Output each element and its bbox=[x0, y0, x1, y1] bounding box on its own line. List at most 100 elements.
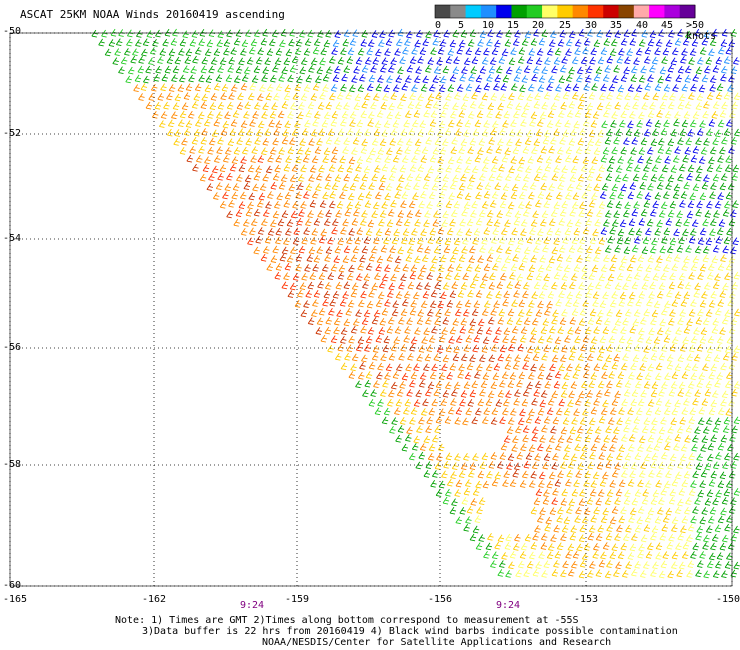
wind-barb bbox=[490, 452, 498, 460]
wind-barb bbox=[448, 119, 455, 128]
wind-barb bbox=[553, 237, 560, 246]
wind-barb bbox=[699, 299, 707, 308]
wind-barb bbox=[590, 336, 598, 344]
wind-barb bbox=[646, 298, 653, 307]
wind-barb bbox=[482, 480, 490, 489]
wind-barb bbox=[533, 65, 540, 74]
wind-barb bbox=[452, 246, 459, 255]
wind-barb bbox=[518, 156, 525, 165]
wind-barb bbox=[213, 48, 221, 57]
wind-barb bbox=[628, 291, 636, 300]
wind-barb bbox=[179, 74, 186, 83]
wind-barb bbox=[730, 209, 737, 218]
wind-barb bbox=[479, 173, 486, 181]
wind-barb bbox=[161, 73, 168, 82]
wind-barb bbox=[647, 363, 654, 372]
wind-barb bbox=[553, 57, 561, 65]
wind-barb bbox=[368, 253, 376, 262]
wind-barb bbox=[257, 227, 265, 235]
legend-swatch bbox=[649, 5, 665, 18]
wind-barb bbox=[715, 489, 722, 498]
wind-barb bbox=[304, 147, 312, 156]
wind-barb bbox=[623, 102, 631, 110]
wind-barb bbox=[414, 39, 421, 48]
wind-barb bbox=[605, 210, 612, 218]
wind-barb bbox=[475, 290, 483, 298]
wind-barb bbox=[198, 38, 205, 47]
wind-barb bbox=[677, 65, 685, 74]
wind-barb bbox=[364, 200, 372, 208]
legend-swatch bbox=[679, 5, 696, 18]
wind-barb bbox=[445, 344, 453, 353]
wind-barb bbox=[429, 154, 437, 163]
wind-barb bbox=[302, 155, 310, 163]
wind-barb bbox=[669, 343, 677, 352]
wind-barb bbox=[616, 236, 624, 245]
lon-label-159: -159 bbox=[284, 594, 310, 605]
wind-barb bbox=[217, 30, 224, 39]
wind-barb bbox=[641, 496, 649, 505]
wind-barb bbox=[574, 363, 582, 372]
wind-barb bbox=[537, 264, 545, 273]
wind-barb bbox=[700, 327, 708, 336]
wind-barb bbox=[658, 352, 666, 361]
wind-barb bbox=[383, 335, 391, 344]
wind-barb bbox=[421, 146, 429, 155]
wind-barb bbox=[330, 263, 338, 272]
wind-barb bbox=[379, 174, 387, 183]
wind-barb bbox=[287, 146, 295, 155]
wind-barb bbox=[477, 39, 484, 47]
wind-barb bbox=[450, 146, 457, 155]
wind-barb bbox=[464, 479, 472, 487]
wind-barb bbox=[583, 363, 591, 371]
wind-barb bbox=[427, 452, 435, 461]
wind-barb bbox=[271, 29, 279, 38]
wind-barb bbox=[433, 353, 440, 362]
wind-barb bbox=[249, 119, 256, 127]
wind-barb bbox=[361, 173, 369, 182]
wind-barb bbox=[230, 119, 238, 127]
wind-barb bbox=[409, 379, 416, 388]
wind-barb bbox=[168, 84, 176, 92]
wind-barb bbox=[346, 344, 354, 353]
wind-barb bbox=[281, 136, 289, 145]
wind-barb bbox=[640, 389, 647, 398]
wind-barb bbox=[233, 37, 241, 46]
wind-barb bbox=[608, 335, 616, 344]
wind-barb bbox=[452, 174, 459, 183]
wind-barb bbox=[584, 399, 591, 407]
wind-barb bbox=[274, 201, 281, 209]
wind-barb bbox=[665, 435, 672, 444]
lat-label-58: -58 bbox=[3, 459, 22, 470]
wind-barb bbox=[353, 208, 360, 217]
wind-barb bbox=[199, 173, 207, 182]
wind-barb bbox=[530, 219, 538, 227]
wind-barb bbox=[712, 65, 720, 73]
wind-barb bbox=[481, 201, 489, 209]
wind-barb bbox=[445, 56, 453, 64]
wind-barb bbox=[576, 245, 584, 253]
wind-barb bbox=[449, 181, 457, 190]
wind-barb bbox=[689, 192, 696, 201]
wind-barb bbox=[705, 309, 713, 317]
wind-barb bbox=[664, 327, 672, 335]
wind-barb bbox=[325, 173, 332, 182]
wind-barb bbox=[251, 75, 259, 83]
wind-barb bbox=[310, 236, 317, 245]
wind-barb bbox=[440, 291, 447, 300]
wind-barb bbox=[474, 264, 482, 272]
wind-barb bbox=[573, 479, 580, 488]
wind-barb bbox=[386, 219, 394, 228]
wind-barb bbox=[676, 569, 683, 578]
wind-barb bbox=[472, 525, 480, 534]
wind-barb bbox=[220, 92, 227, 101]
wind-barb bbox=[526, 560, 534, 569]
wind-barb bbox=[502, 298, 509, 307]
wind-barb bbox=[444, 416, 452, 424]
wind-barb bbox=[296, 75, 303, 84]
wind-barb bbox=[666, 289, 673, 298]
wind-barb bbox=[468, 73, 475, 82]
wind-barb bbox=[420, 155, 427, 163]
wind-barb bbox=[541, 282, 549, 291]
wind-barb bbox=[681, 119, 689, 128]
